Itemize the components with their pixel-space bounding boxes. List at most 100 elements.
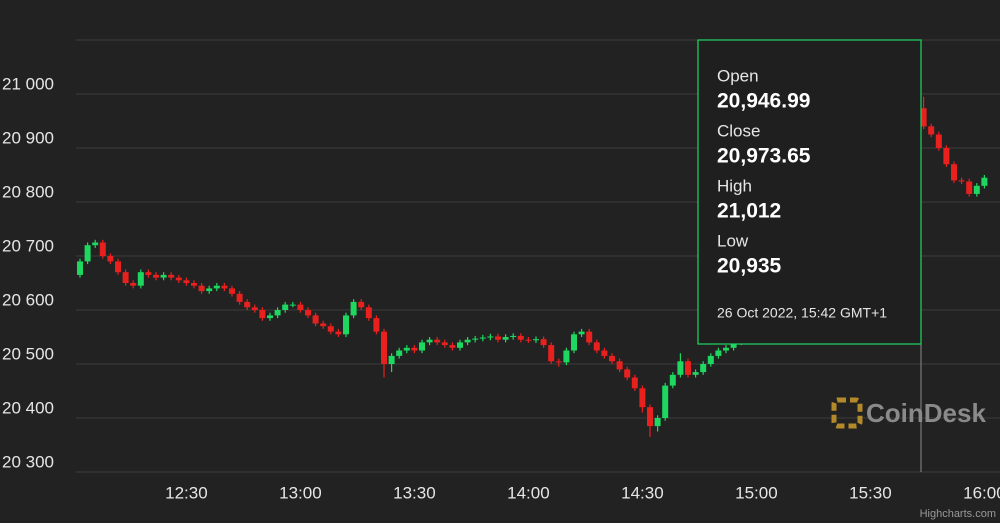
candle-body bbox=[426, 339, 433, 343]
candle-body bbox=[198, 285, 205, 292]
candle-body bbox=[115, 261, 121, 273]
candle-body bbox=[586, 331, 593, 343]
candle-body bbox=[647, 407, 653, 427]
tooltip-field: Close bbox=[717, 121, 760, 140]
y-tick-label: 20 900 bbox=[2, 128, 54, 147]
candle-body bbox=[350, 301, 357, 316]
watermark: CoinDesk bbox=[866, 398, 986, 428]
candle-body bbox=[540, 339, 547, 346]
candle-body bbox=[434, 339, 441, 343]
candle-body bbox=[365, 307, 372, 319]
candle-body bbox=[206, 288, 213, 292]
y-tick-label: 21 000 bbox=[2, 74, 54, 93]
x-tick-label: 12:30 bbox=[165, 483, 208, 502]
y-tick-label: 20 500 bbox=[2, 344, 54, 363]
candle-body bbox=[624, 369, 631, 378]
candle-body bbox=[631, 377, 638, 389]
candle-body bbox=[77, 261, 83, 275]
grid: 20 300 20 400 20 500 20 600 20 700 20 800 20 9… bbox=[2, 74, 1000, 502]
candle-body bbox=[563, 350, 570, 363]
candle-body bbox=[981, 177, 988, 186]
candle-body bbox=[510, 335, 517, 337]
tooltip-value: 20,935 bbox=[717, 255, 782, 278]
candle-body bbox=[107, 256, 114, 262]
candle-body bbox=[99, 242, 106, 256]
x-tick-label: 13:00 bbox=[279, 483, 322, 502]
candle-body bbox=[571, 334, 577, 351]
x-tick-label: 15:00 bbox=[735, 483, 778, 502]
candle-body bbox=[601, 350, 608, 356]
candle-body bbox=[130, 283, 137, 286]
y-tick-label: 20 600 bbox=[2, 290, 54, 309]
candle-body bbox=[517, 335, 524, 340]
x-tick-label: 15:30 bbox=[849, 483, 892, 502]
candle-body bbox=[411, 347, 418, 351]
candle-body bbox=[730, 342, 737, 348]
tooltip-field: Open bbox=[717, 66, 759, 85]
candle-body bbox=[267, 315, 273, 319]
candle-body bbox=[723, 347, 729, 351]
candle-body bbox=[533, 339, 539, 341]
candle-body bbox=[396, 350, 403, 356]
candle-body bbox=[677, 361, 684, 375]
x-tick-label: 14:00 bbox=[507, 483, 550, 502]
candle-body bbox=[122, 272, 129, 283]
candle-body bbox=[593, 342, 600, 351]
candle-body bbox=[145, 272, 152, 275]
y-tick-label: 20 400 bbox=[2, 398, 54, 417]
candle-body bbox=[84, 245, 91, 262]
candle-body bbox=[297, 304, 304, 310]
candle-body bbox=[229, 288, 235, 294]
candle-body bbox=[274, 310, 281, 316]
credits: Highcharts.com bbox=[920, 508, 996, 520]
candle-body bbox=[662, 385, 669, 418]
tooltip-value: 20,973.65 bbox=[717, 145, 811, 168]
candle-body bbox=[966, 181, 973, 194]
candle-body bbox=[669, 374, 676, 386]
candle-body bbox=[403, 347, 410, 351]
candle-body bbox=[343, 315, 349, 335]
y-tick-label: 20 800 bbox=[2, 182, 54, 201]
candle-body bbox=[289, 304, 296, 306]
candle-body bbox=[920, 108, 927, 127]
candle-body bbox=[935, 134, 942, 148]
candle-body bbox=[973, 185, 980, 194]
y-tick-label: 20 300 bbox=[2, 452, 54, 471]
candle-body bbox=[464, 339, 471, 343]
candle-body bbox=[685, 361, 691, 375]
candle-body bbox=[381, 331, 387, 364]
candle-body bbox=[168, 274, 175, 278]
candle-body bbox=[487, 336, 494, 338]
x-tick-label: 14:30 bbox=[621, 483, 664, 502]
candle-body bbox=[373, 318, 380, 332]
candle-body bbox=[92, 242, 99, 246]
candle-body bbox=[183, 280, 190, 283]
candle-body bbox=[502, 337, 509, 340]
tooltip-field: Low bbox=[717, 231, 749, 250]
candle-body bbox=[213, 285, 220, 289]
y-tick-label: 20 700 bbox=[2, 236, 54, 255]
candle-body bbox=[958, 180, 965, 182]
candle-body bbox=[312, 315, 319, 324]
candle-body bbox=[457, 342, 463, 348]
candle-body bbox=[700, 364, 707, 373]
candle-body bbox=[282, 304, 289, 310]
candle-body bbox=[609, 355, 615, 362]
candle-body bbox=[654, 418, 661, 427]
tooltip-field: High bbox=[717, 176, 752, 195]
candle-body bbox=[715, 350, 722, 356]
candle-body bbox=[236, 293, 243, 302]
candle-body bbox=[137, 272, 144, 286]
candle-body bbox=[525, 339, 532, 341]
candle-body bbox=[449, 345, 456, 348]
candle-body bbox=[692, 372, 699, 375]
x-tick-label: 16:00 bbox=[963, 483, 1000, 502]
candle-body bbox=[327, 326, 334, 332]
candle-body bbox=[548, 345, 555, 362]
candle-body bbox=[441, 342, 448, 346]
candle-body bbox=[153, 274, 159, 278]
candle-body bbox=[928, 126, 935, 135]
candle-body bbox=[305, 310, 311, 316]
candle-body bbox=[419, 342, 425, 351]
candle-body bbox=[479, 337, 486, 339]
